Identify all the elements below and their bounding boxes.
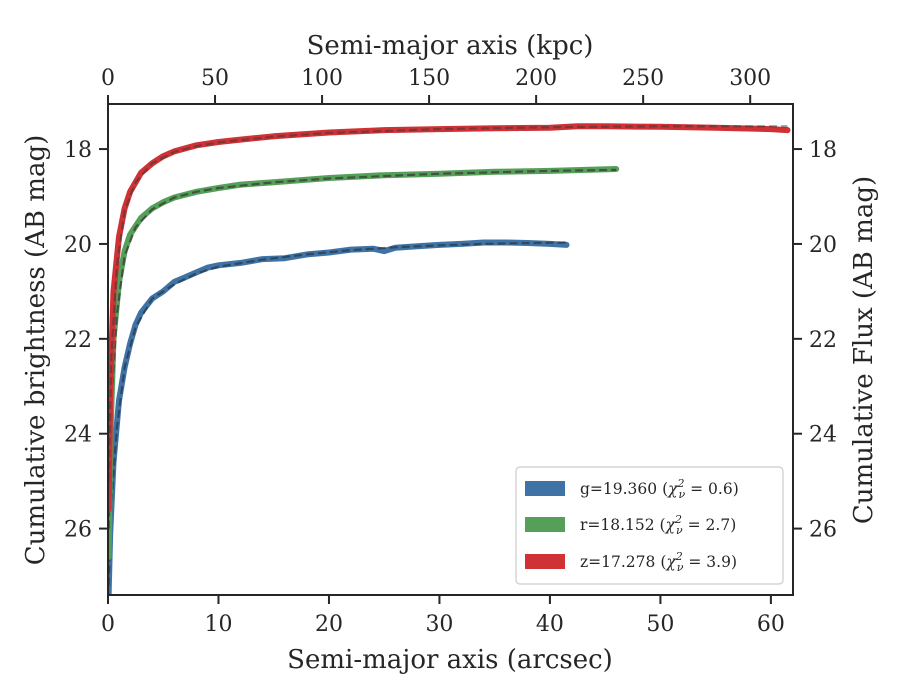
legend-frame [515,466,784,585]
legend-label-g: g=19.360 (χ2 ν = 0.6) [580,477,739,501]
top-x-tick-label: 250 [622,66,664,91]
x-tick-label: 60 [757,612,785,637]
right-y-tick-label: 24 [809,423,837,448]
top-x-axis-title: Semi-major axis (kpc) [307,31,594,61]
legend-swatch-g [525,481,565,496]
legend-label-r: r=18.152 (χ2 ν = 2.7) [580,513,736,537]
y-tick-label: 24 [64,423,92,448]
legend-label-z: z=17.278 (χ2 ν = 3.9) [580,550,737,574]
series-layer [108,123,791,595]
x-tick-label: 20 [315,612,343,637]
model-line-r [108,168,617,529]
top-x-tick-label: 0 [101,66,115,91]
right-y-tick-label: 18 [809,138,837,163]
top-x-tick-label: 150 [408,66,450,91]
top-x-tick-label: 100 [301,66,343,91]
legend: g=19.360 (χ2 ν = 0.6) r=18.152 (χ2 ν = 2.7… [515,466,784,585]
y-tick-label: 20 [64,233,92,258]
y-tick-label: 26 [64,518,92,543]
x-tick-label: 30 [425,612,453,637]
y-tick-label: 22 [64,328,92,353]
y-axis-title: Cumulative brightness (AB mag) [21,135,51,566]
right-y-tick-label: 22 [809,328,837,353]
plot-frame [107,103,794,596]
x-tick-label: 40 [536,612,564,637]
right-y-axis-title: Cumulative Flux (AB mag) [849,176,879,524]
model-line-z [108,125,788,482]
x-tick-label: 50 [646,612,674,637]
legend-swatch-z [525,554,565,569]
top-x-tick-label: 200 [515,66,557,91]
right-y-tick-label: 26 [809,518,837,543]
legend-swatch-r [525,517,565,532]
right-y-tick-label: 20 [809,233,837,258]
y-tick-label: 18 [64,138,92,163]
x-axis-title: Semi-major axis (arcsec) [287,645,613,675]
x-tick-label: 0 [101,612,115,637]
x-tick-label: 10 [204,612,232,637]
top-x-tick-label: 300 [729,66,771,91]
model-line-g [108,241,567,586]
ticks-layer: 0 10 20 30 40 50 60 0 50 100 150 200 250 300 18 18 20 20 2… [64,66,837,637]
top-x-tick-label: 50 [201,66,229,91]
